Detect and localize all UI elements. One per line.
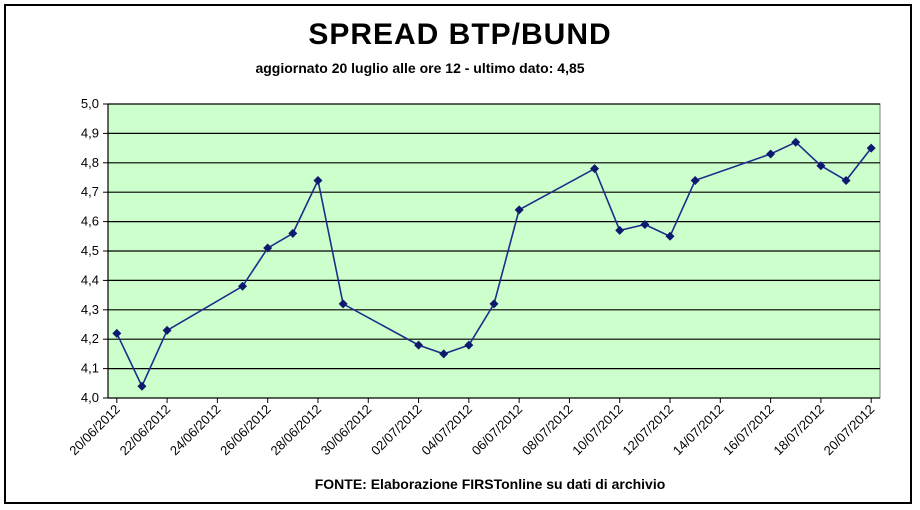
data-point — [439, 349, 449, 359]
x-tick-label: 30/06/2012 — [318, 402, 375, 459]
data-point — [238, 281, 248, 291]
data-point — [338, 299, 348, 309]
y-axis: 4,0 4,1 4,2 4,3 4,4 4,5 4,6 4,7 4,8 4,9 5,0 — [81, 96, 109, 405]
data-point — [313, 175, 323, 185]
y-tick-label: 5,0 — [81, 96, 99, 111]
chart-title: SPREAD BTP/BUND — [308, 18, 612, 51]
x-tick-label: 18/07/2012 — [770, 402, 827, 459]
data-point — [112, 328, 122, 338]
data-point — [263, 243, 273, 253]
data-point — [866, 143, 876, 153]
x-tick-label: 08/07/2012 — [519, 402, 576, 459]
y-tick-label: 4,2 — [81, 331, 99, 346]
data-point — [791, 137, 801, 147]
data-point — [137, 381, 147, 391]
y-tick-label: 4,7 — [81, 184, 99, 199]
data-point — [841, 175, 851, 185]
data-point — [162, 325, 172, 335]
gridlines — [108, 103, 880, 370]
x-tick-label: 04/07/2012 — [418, 402, 475, 459]
y-tick-label: 4,1 — [81, 361, 99, 376]
data-point — [640, 220, 650, 230]
y-tick-label: 4,6 — [81, 214, 99, 229]
x-tick-label: 28/06/2012 — [267, 402, 324, 459]
x-tick-label: 14/07/2012 — [670, 402, 727, 459]
data-point — [665, 231, 675, 241]
x-tick-label: 12/07/2012 — [620, 402, 677, 459]
data-point — [514, 205, 524, 215]
x-tick-label: 06/07/2012 — [469, 402, 526, 459]
y-tick-label: 4,0 — [81, 390, 99, 405]
data-point — [590, 164, 600, 174]
y-tick-label: 4,8 — [81, 155, 99, 170]
y-tick-label: 4,3 — [81, 302, 99, 317]
x-tick-label: 20/06/2012 — [66, 402, 123, 459]
x-tick-label: 26/06/2012 — [217, 402, 274, 459]
data-point — [690, 175, 700, 185]
x-tick-label: 10/07/2012 — [569, 402, 626, 459]
x-tick-label: 02/07/2012 — [368, 402, 425, 459]
x-tick-label: 16/07/2012 — [720, 402, 777, 459]
x-tick-label: 20/07/2012 — [821, 402, 878, 459]
data-point — [288, 228, 298, 238]
data-point — [816, 161, 826, 171]
data-point — [414, 340, 424, 350]
x-tick-label: 24/06/2012 — [167, 402, 224, 459]
y-tick-label: 4,4 — [81, 272, 99, 287]
series-layer — [112, 137, 876, 391]
data-point — [489, 299, 499, 309]
data-point — [766, 149, 776, 159]
x-tick-label: 22/06/2012 — [117, 402, 174, 459]
y-tick-label: 4,9 — [81, 125, 99, 140]
chart-subtitle: aggiornato 20 luglio alle ore 12 - ultim… — [255, 60, 585, 76]
chart-source: FONTE: Elaborazione FIRSTonline su dati … — [314, 476, 666, 492]
data-point — [464, 340, 474, 350]
y-tick-label: 4,5 — [81, 243, 99, 258]
x-axis: 20/06/201222/06/201224/06/201226/06/2012… — [66, 397, 880, 459]
data-point — [615, 225, 625, 235]
